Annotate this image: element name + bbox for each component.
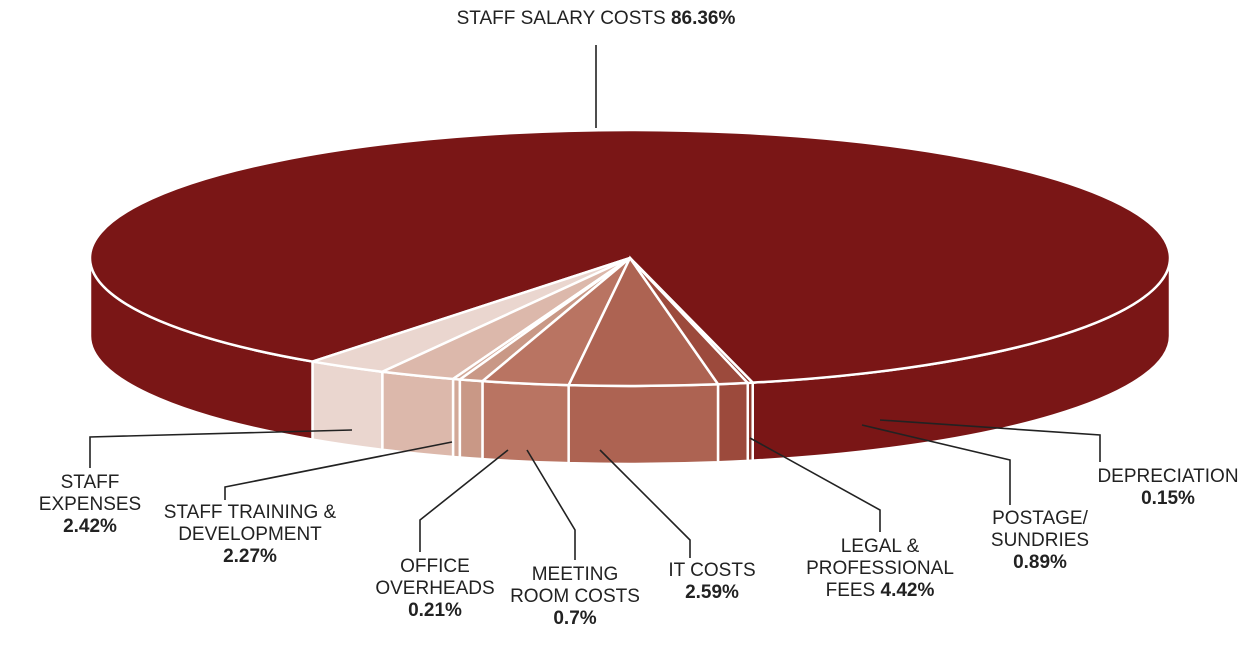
slice-side (311, 360, 384, 452)
leader-line (224, 441, 453, 500)
slice-side (746, 381, 754, 463)
category-name: STAFF SALARY COSTS (456, 8, 666, 29)
category-name: OFFICE OVERHEADS (375, 556, 495, 599)
value-label: 0.89% (1013, 552, 1067, 573)
value-label: 2.59% (685, 582, 739, 603)
category-name: POSTAGE/ SUNDRIES (990, 508, 1090, 551)
value-label: 2.27% (223, 546, 277, 567)
leader-line (861, 424, 1011, 505)
slice-label: IT COSTS 2.59% (642, 560, 782, 604)
slice (629, 257, 756, 385)
leader-line (599, 449, 691, 558)
slice-label: POSTAGE/ SUNDRIES 0.89% (970, 508, 1110, 574)
slice-label: OFFICE OVERHEADS 0.21% (365, 556, 505, 622)
leader-line (419, 449, 509, 552)
category-name: STAFF TRAINING & DEVELOPMENT (163, 502, 337, 545)
slice-label: LEGAL & PROFESSIONAL FEES 4.42% (805, 536, 955, 602)
leader-line (89, 429, 353, 468)
leader-line (526, 449, 576, 560)
value-label: 0.7% (553, 608, 597, 629)
slice-label: MEETING ROOM COSTS 0.7% (510, 564, 640, 630)
value-label: 0.21% (408, 600, 462, 621)
category-name: IT COSTS (668, 560, 756, 581)
category-name: LEGAL & PROFESSIONAL FEES (806, 536, 954, 601)
category-name: DEPRECIATION (1097, 466, 1239, 487)
value-label: 86.36% (670, 8, 736, 29)
leaders (89, 45, 1101, 560)
slice-label: STAFF EXPENSES 2.42% (20, 472, 160, 538)
value-label: 4.42% (880, 580, 935, 601)
slice-label: STAFF TRAINING & DEVELOPMENT 2.27% (145, 502, 355, 568)
value-label: 0.15% (1141, 488, 1195, 509)
slice-side (716, 381, 750, 464)
slice-label: STAFF SALARY COSTS 86.36% (336, 8, 856, 30)
category-name: STAFF EXPENSES (38, 472, 142, 515)
leader-line (749, 437, 881, 532)
slice-label: DEPRECIATION 0.15% (1078, 466, 1258, 510)
category-name: MEETING ROOM COSTS (510, 564, 640, 607)
slice-side (458, 378, 484, 461)
leader-line (879, 419, 1101, 462)
slices (88, 128, 1172, 466)
value-label: 2.42% (63, 516, 117, 537)
slice-side (567, 382, 720, 466)
slice-side (481, 379, 570, 465)
